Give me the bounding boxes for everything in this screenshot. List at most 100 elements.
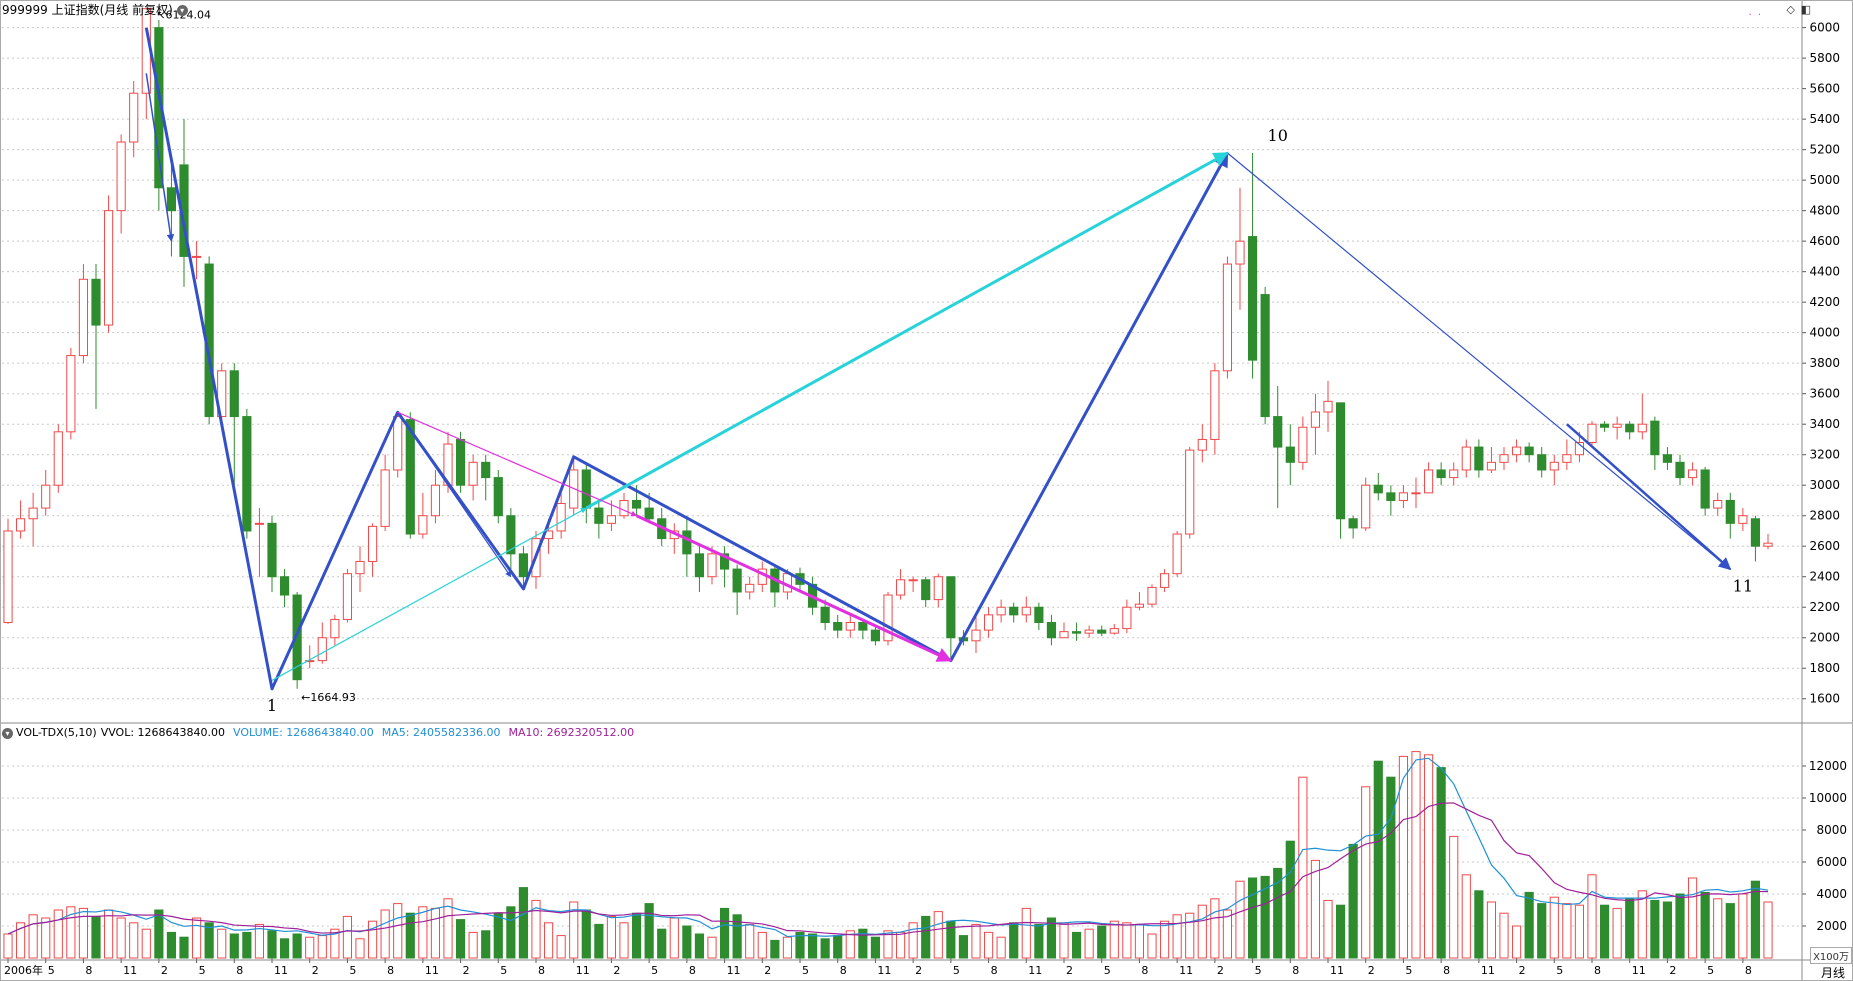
x-tick-label: 5 <box>802 964 809 977</box>
candle-body <box>1637 423 1647 433</box>
candle <box>506 508 516 570</box>
candle <box>1511 439 1522 463</box>
volume-bar <box>1574 904 1585 959</box>
candle <box>1763 534 1773 550</box>
candle-body <box>1348 518 1358 529</box>
candle-body <box>606 515 617 524</box>
candle <box>367 523 378 577</box>
candle <box>707 546 717 585</box>
candle-body <box>1625 423 1635 433</box>
candle-body <box>707 553 717 578</box>
volume-bar <box>1650 899 1660 959</box>
candle <box>229 363 239 486</box>
wave-line <box>1566 423 1732 571</box>
candle-body <box>594 507 604 524</box>
volume-bar <box>1059 922 1069 959</box>
volume-grid <box>2 765 1802 927</box>
candle <box>1386 485 1396 516</box>
panel-toggle-icon[interactable]: ◧ <box>1800 3 1811 16</box>
x-tick-label: 2 <box>1368 964 1375 977</box>
candle-body <box>1109 628 1119 634</box>
volume-bar <box>556 935 566 959</box>
candle-body <box>870 629 881 642</box>
candle-body <box>191 255 202 258</box>
candle-body <box>732 568 742 593</box>
volume-bar <box>242 931 252 959</box>
candle <box>983 607 994 638</box>
volume-bar <box>1449 835 1459 959</box>
candle-body <box>1562 454 1572 463</box>
x-tick-label: 2 <box>915 964 922 977</box>
x-tick-label: 2 <box>764 964 771 977</box>
candle-body <box>1486 461 1497 471</box>
candle-body <box>66 355 76 433</box>
volume-bar <box>1021 907 1031 959</box>
y-tick-label: 2000 <box>1816 919 1847 933</box>
wave-lines <box>144 27 1732 691</box>
candle <box>669 523 679 554</box>
volume-bar <box>129 922 139 959</box>
volume-bar <box>1210 898 1220 959</box>
volume-bar <box>78 907 89 959</box>
candle-body <box>229 370 239 418</box>
candle <box>594 500 604 539</box>
x-tick-label: 11 <box>123 964 137 977</box>
candle-body <box>430 484 441 517</box>
candle-body <box>141 8 151 94</box>
volume-header: ▾ VOL-TDX(5,10) VVOL: 1268643840.00 VOLUME:… <box>2 726 642 739</box>
candle-body <box>581 469 591 509</box>
candle <box>908 576 918 592</box>
volume-value: VOLUME: 1268643840.00 <box>233 726 374 739</box>
candle-body <box>355 560 365 575</box>
low-label: ←1664.93 <box>301 691 356 704</box>
period-label[interactable]: 月线 <box>1820 966 1845 980</box>
volume-bar <box>1738 893 1748 959</box>
volume-bar <box>254 923 265 959</box>
candle-body <box>1687 469 1698 479</box>
candle-body <box>556 503 566 532</box>
candle <box>418 492 428 539</box>
chevron-down-icon[interactable]: ▾ <box>176 5 188 16</box>
x-tick-label: 11 <box>1028 964 1042 977</box>
candle-body <box>129 92 139 143</box>
volume-bar <box>1587 874 1597 959</box>
chevron-down-icon[interactable]: ▾ <box>2 728 13 739</box>
x-tick-label: 2 <box>1519 964 1526 977</box>
candle <box>870 625 881 646</box>
candle <box>242 408 252 539</box>
candle-body <box>1159 573 1170 588</box>
volume-bar <box>770 939 780 959</box>
volume-bar <box>1486 901 1497 959</box>
candle-body <box>116 141 126 212</box>
candle-body <box>996 606 1006 616</box>
volume-bar <box>1499 912 1509 959</box>
volume-bar <box>1549 896 1559 959</box>
candle-body <box>405 419 415 535</box>
volume-bar <box>1713 898 1723 959</box>
diamond-icon[interactable]: ◇ <box>1786 3 1795 16</box>
candle-body <box>1662 454 1673 463</box>
y-tick-label: 8000 <box>1816 823 1847 837</box>
volume-bar <box>166 931 177 959</box>
volume-bar <box>858 928 868 959</box>
volume-bar <box>1097 925 1107 959</box>
y-tick-label: 10000 <box>1809 791 1847 805</box>
candle-body <box>15 518 26 532</box>
candle-body <box>1084 629 1094 634</box>
chart-title[interactable]: 999999 上证指数(月线 前复权) ▾ <box>2 1 188 18</box>
candle <box>745 576 755 600</box>
volume-bar <box>657 928 667 959</box>
volume-bar <box>1625 898 1635 959</box>
volume-bar <box>292 933 302 959</box>
volume-bar <box>1009 922 1019 959</box>
volume-bar <box>933 911 943 959</box>
candle-body <box>1612 423 1622 428</box>
candle <box>556 492 566 539</box>
x-tick-label: 5 <box>651 964 658 977</box>
candle-body <box>468 461 478 486</box>
candle-body <box>1285 446 1295 463</box>
candle <box>1549 454 1559 486</box>
candle <box>1134 591 1145 611</box>
candle <box>103 195 114 333</box>
volume-bar <box>468 931 478 959</box>
